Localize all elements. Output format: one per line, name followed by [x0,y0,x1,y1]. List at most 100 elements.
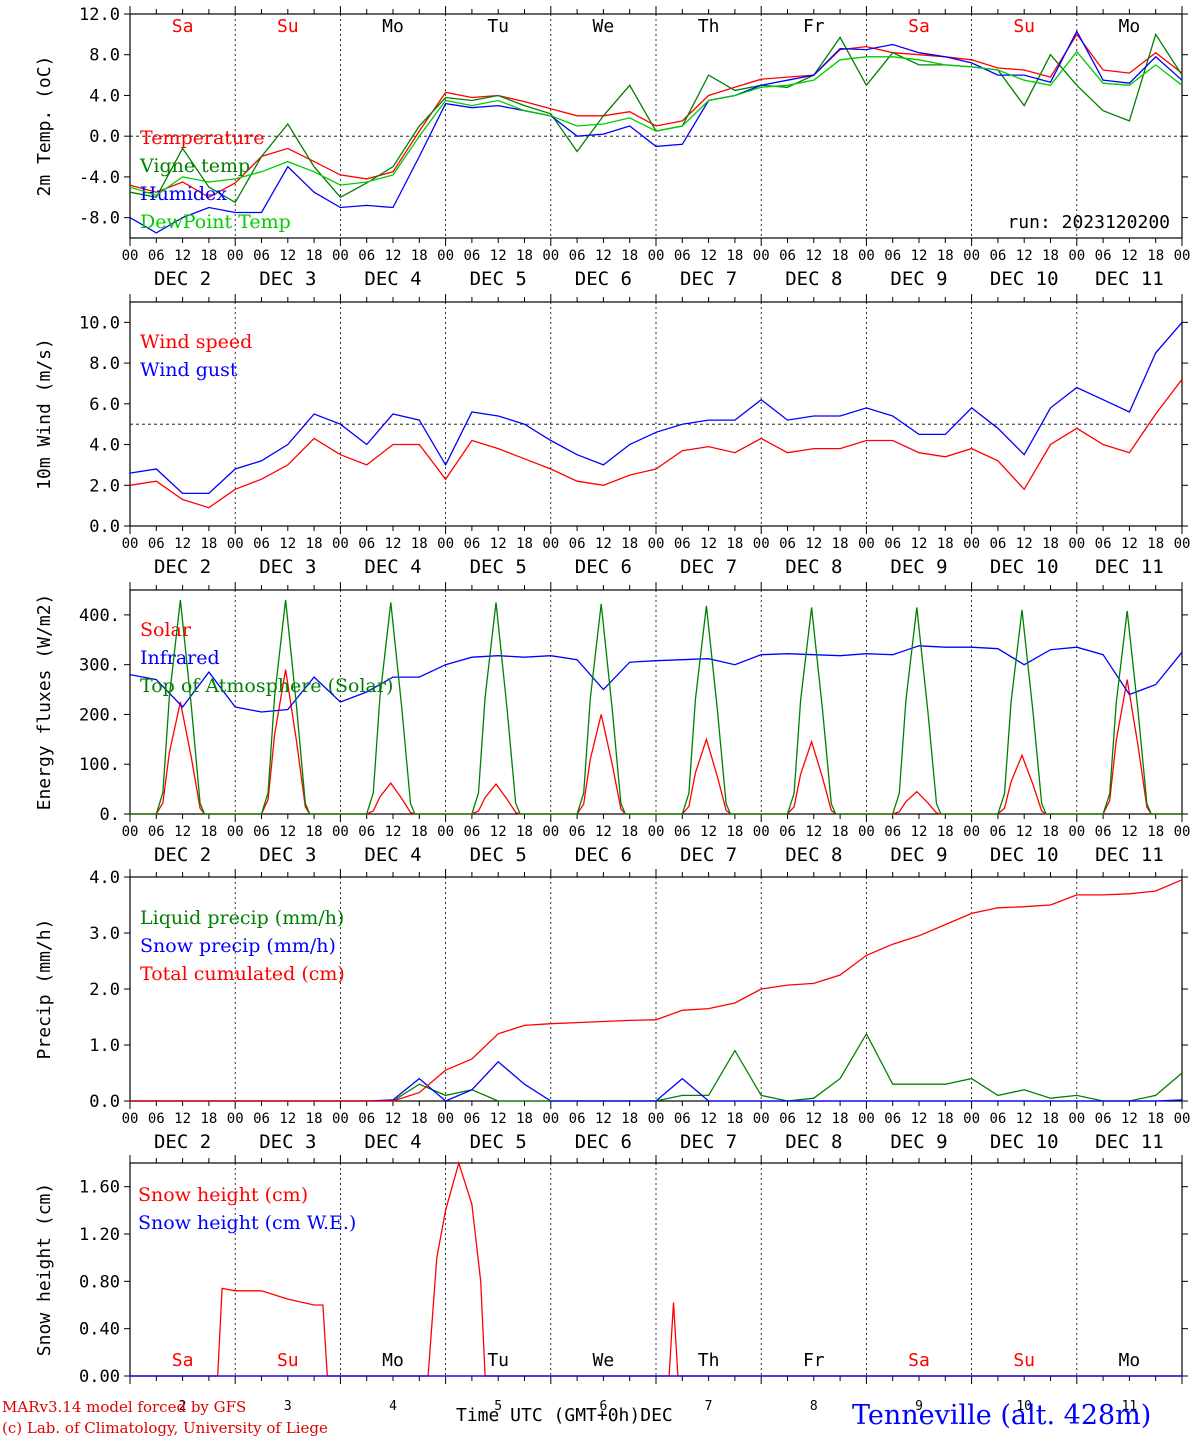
hour-tick-label: 00 [648,824,665,840]
hour-tick-label: 12 [490,1111,507,1127]
model-credit: MARv3.14 model forced by GFS [2,1398,247,1416]
hour-tick-label: 18 [411,1111,428,1127]
date-label: DEC 7 [680,844,737,866]
date-label: DEC 10 [990,844,1059,866]
hour-tick-label: 06 [358,536,375,552]
hour-tick-label: 06 [569,1111,586,1127]
hour-tick-label: 06 [884,536,901,552]
hour-tick-label: 00 [332,824,349,840]
hour-tick-label: 06 [148,1111,165,1127]
hour-tick-label: 18 [832,248,849,264]
day-of-week-label: We [593,16,615,37]
hour-tick-label: 00 [437,248,454,264]
hour-tick-label: 00 [437,824,454,840]
date-number-label: 10 [1016,1399,1032,1414]
hour-tick-label: 12 [911,824,928,840]
hour-tick-label: 00 [753,824,770,840]
date-number-label: 11 [1122,1399,1138,1414]
day-of-week-label: Fr [803,16,825,37]
hour-tick-label: 00 [1068,824,1085,840]
hour-tick-label: 00 [753,536,770,552]
hour-tick-label: 00 [753,248,770,264]
hour-tick-label: 12 [1016,1111,1033,1127]
legend-entry: Total cumulated (cm) [140,963,345,985]
hour-tick-label: 06 [253,536,270,552]
hour-tick-label: 00 [227,1111,244,1127]
hour-tick-label: 12 [385,248,402,264]
hour-tick-label: 18 [621,1111,638,1127]
hour-tick-label: 12 [595,536,612,552]
hour-tick-label: 18 [937,248,954,264]
hour-tick-label: 18 [1042,824,1059,840]
day-of-week-label: Sa [908,1350,930,1371]
hour-tick-label: 06 [779,824,796,840]
y-axis-label: Energy fluxes (W/m2) [34,594,55,811]
date-label: DEC 5 [470,556,527,578]
y-tick-label: 2.0 [89,980,120,1000]
lab-credit: (c) Lab. of Climatology, University of L… [2,1419,328,1437]
hour-tick-label: 00 [227,248,244,264]
y-tick-label: 8.0 [89,46,120,66]
date-label: DEC 10 [990,556,1059,578]
hour-tick-label: 12 [700,824,717,840]
hour-tick-label: 18 [516,536,533,552]
date-label: DEC 2 [154,268,211,290]
hour-tick-label: 00 [963,1111,980,1127]
hour-tick-label: 00 [332,248,349,264]
date-label: DEC 6 [575,556,632,578]
hour-tick-label: 12 [911,1111,928,1127]
hour-tick-label: 18 [1147,1111,1164,1127]
y-tick-label: -4.0 [79,168,120,188]
hour-tick-label: 12 [385,1111,402,1127]
series-line-1 [129,321,1183,495]
y-tick-label: 400. [79,606,120,626]
legend-entry: Infrared [140,647,220,669]
date-label: DEC 2 [154,1131,211,1153]
hour-tick-label: 18 [306,536,323,552]
hour-tick-label: 06 [148,536,165,552]
hour-tick-label: 06 [989,248,1006,264]
hour-tick-label: 12 [385,824,402,840]
hour-tick-label: 00 [858,248,875,264]
hour-tick-label: 06 [884,824,901,840]
y-tick-label: 0.40 [79,1320,120,1340]
hour-tick-label: 12 [1016,824,1033,840]
hour-tick-label: 18 [411,824,428,840]
date-label: DEC 3 [259,844,316,866]
hour-tick-label: 00 [227,536,244,552]
hour-tick-label: 12 [1121,824,1138,840]
hour-tick-label: 18 [832,1111,849,1127]
date-label: DEC 3 [259,1131,316,1153]
date-number-label: 7 [705,1399,713,1414]
day-of-week-label: We [593,1350,615,1371]
day-of-week-label: Sa [908,16,930,37]
date-number-label: 5 [494,1399,502,1414]
hour-tick-label: 12 [595,248,612,264]
hour-tick-label: 06 [358,1111,375,1127]
hour-tick-label: 18 [1147,824,1164,840]
hour-tick-label: 12 [490,824,507,840]
hour-tick-label: 12 [805,248,822,264]
hour-tick-label: 18 [621,536,638,552]
y-tick-label: 6.0 [89,395,120,415]
hour-tick-label: 00 [648,248,665,264]
hour-tick-label: 12 [174,248,191,264]
date-number-label: 4 [389,1399,397,1414]
day-of-week-label: Su [277,1350,299,1371]
date-label: DEC 10 [990,1131,1059,1153]
series-line-0 [129,379,1183,509]
date-label: DEC 2 [154,844,211,866]
hour-tick-label: 12 [1016,536,1033,552]
hour-tick-label: 18 [306,824,323,840]
y-tick-label: 12.0 [79,5,120,25]
hour-tick-label: 00 [1174,536,1191,552]
y-tick-label: -8.0 [79,209,120,229]
hour-tick-label: 18 [1042,536,1059,552]
hour-tick-label: 12 [490,248,507,264]
hour-tick-label: 18 [621,824,638,840]
hour-tick-label: 06 [463,824,480,840]
hour-tick-label: 00 [122,248,139,264]
hour-tick-label: 18 [200,824,217,840]
hour-tick-label: 18 [621,248,638,264]
